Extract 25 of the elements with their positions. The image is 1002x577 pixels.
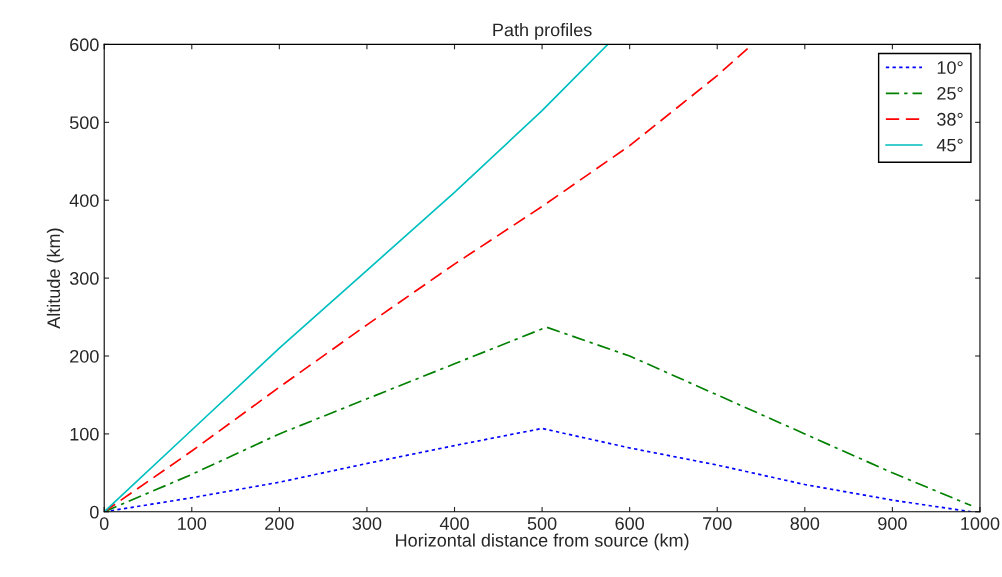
y-tick-label: 200 — [70, 349, 99, 363]
x-tick-label: 800 — [790, 517, 820, 530]
x-tick-label: 900 — [878, 517, 907, 530]
x-tick-label: 0 — [99, 517, 109, 530]
x-tick-label: 200 — [265, 517, 294, 530]
chart-title: Path profiles — [493, 23, 592, 40]
y-tick-label: 400 — [69, 194, 99, 207]
y-tick-label: 600 — [70, 38, 99, 52]
x-tick-label: 400 — [439, 517, 469, 530]
y-axis-title: Altitude (km) — [46, 228, 64, 329]
legend-label: 10° — [937, 61, 963, 74]
y-tick-label: 100 — [70, 427, 99, 441]
legend-label: 25° — [937, 87, 963, 100]
legend-label: 45° — [936, 138, 963, 152]
x-tick-label: 1000 — [961, 517, 1000, 530]
x-tick-label: 100 — [178, 517, 207, 530]
x-tick-label: 300 — [352, 517, 382, 530]
y-tick-label: 500 — [69, 116, 99, 130]
x-tick-label: 600 — [615, 517, 645, 530]
x-axis-title: Horizontal distance from source (km) — [396, 533, 689, 551]
legend-label: 38° — [937, 112, 963, 126]
y-tick-label: 0 — [90, 505, 99, 519]
x-tick-label: 700 — [703, 517, 732, 530]
x-tick-label: 500 — [527, 517, 557, 530]
y-tick-label: 300 — [69, 272, 99, 285]
